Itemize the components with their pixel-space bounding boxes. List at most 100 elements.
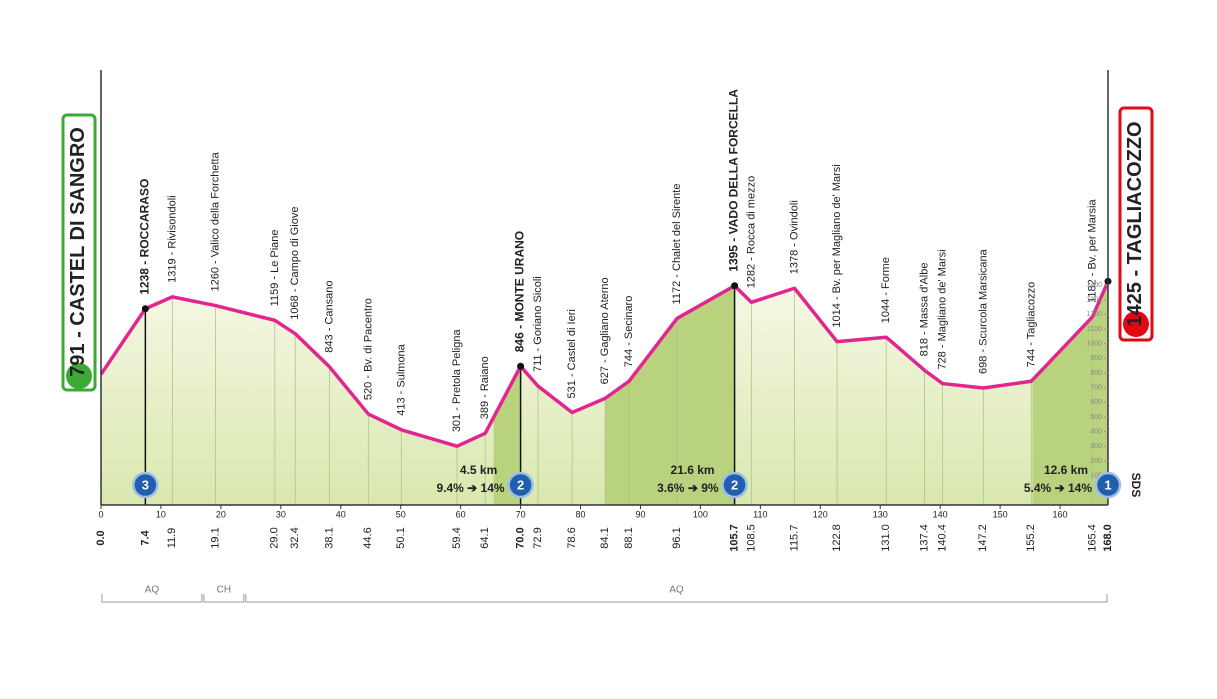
- km-label: 96.1: [671, 527, 683, 548]
- climb-avg-grade: 3.6%: [657, 481, 685, 495]
- waypoint-label: 744 - Tagliacozzo: [1025, 282, 1037, 367]
- waypoint-name: ROCCARASO: [138, 179, 152, 258]
- waypoint-name: Raiano: [479, 356, 491, 391]
- km-label: 59.4: [451, 527, 463, 548]
- waypoint-altitude: 1182: [1086, 279, 1098, 303]
- waypoint-altitude: 413: [395, 397, 407, 415]
- region-label: AQ: [669, 585, 684, 596]
- profile-fill: [101, 281, 1108, 505]
- waypoint-label: 711 - Goriano Sicoli: [532, 276, 544, 372]
- km-label: 44.6: [362, 527, 374, 548]
- waypoint-altitude: 1395: [727, 245, 741, 272]
- y-tick-label: 1400: [1086, 282, 1102, 289]
- climb-max-grade: 9%: [701, 481, 719, 495]
- start-name: CASTEL DI SANGRO: [67, 127, 89, 326]
- waypoint-name: Bv. per Magliano de' Marsi: [831, 164, 843, 293]
- x-tick-label: 100: [693, 509, 708, 519]
- climb-marker: [132, 471, 159, 499]
- km-label: 115.7: [788, 525, 800, 552]
- km-label: 50.1: [395, 527, 407, 548]
- y-tick-label: 1100: [1087, 326, 1102, 333]
- climb-shade: [1032, 281, 1108, 505]
- waypoint-label: 744 - Secinaro: [623, 296, 635, 368]
- y-tick-label: 800: [1090, 370, 1102, 377]
- x-tick-label: 90: [635, 509, 645, 519]
- waypoint-altitude: 744: [623, 349, 635, 367]
- waypoint-name: Secinaro: [623, 296, 635, 339]
- climb-shade: [493, 366, 521, 505]
- waypoint-label: 1378 - Ovindoli: [788, 200, 800, 274]
- waypoint-label: 301 - Pretola Peligna: [451, 329, 463, 433]
- km-label: 29.0: [269, 527, 281, 548]
- waypoint-altitude: 728: [936, 351, 948, 369]
- km-label: 131.0: [880, 524, 892, 552]
- waypoint-name: Tagliacozzo: [1025, 282, 1037, 339]
- waypoint-altitude: 1260: [209, 267, 221, 291]
- y-tick-label: 200: [1090, 458, 1102, 465]
- summit-dot: [517, 362, 525, 370]
- climb-max-grade: 14%: [1068, 481, 1092, 495]
- waypoint-label: 698 - Scurcola Marsicana: [977, 248, 989, 374]
- waypoint-name: MONTE URANO: [513, 231, 527, 322]
- waypoint-name: Le Piane: [269, 229, 281, 272]
- waypoint-altitude: 744: [1025, 349, 1037, 367]
- climb-avg-grade: 5.4%: [1024, 481, 1052, 495]
- km-label: 137.4: [918, 524, 930, 552]
- x-tick-label: 60: [456, 509, 466, 519]
- waypoint-altitude: 1238: [138, 268, 152, 295]
- y-tick-label: 300: [1090, 443, 1102, 450]
- x-tick-label: 50: [396, 509, 406, 519]
- x-tick-label: 160: [1053, 509, 1068, 519]
- region-bracket: [245, 594, 1108, 603]
- km-label: 19.1: [209, 527, 221, 548]
- x-tick-label: 120: [813, 509, 828, 519]
- summit-dot: [731, 282, 739, 290]
- waypoint-label: 843 - Cansano: [323, 281, 335, 353]
- climb-length: 4.5 km: [460, 463, 497, 477]
- start-label: 791 - CASTEL DI SANGRO: [67, 127, 89, 377]
- y-tick-label: 100: [1090, 473, 1102, 480]
- waypoint-name: Valico della Forchetta: [209, 151, 221, 257]
- km-label: 70.0: [514, 527, 526, 548]
- waypoint-name: Sulmona: [395, 343, 407, 387]
- region-label: CH: [217, 585, 231, 596]
- climb-marker: [1094, 471, 1122, 499]
- waypoint-name: Castel di Ieri: [566, 309, 578, 370]
- start-altitude: 791: [67, 343, 89, 376]
- km-label: 108.5: [745, 524, 757, 552]
- km-label: 72.9: [532, 527, 544, 548]
- waypoint-label: 520 - Bv. di Pacentro: [362, 298, 374, 400]
- x-tick-label: 130: [873, 509, 888, 519]
- start-icon: [66, 363, 92, 389]
- waypoint-altitude: 698: [977, 356, 989, 374]
- km-label: 122.8: [831, 524, 843, 552]
- y-tick-label: 500: [1090, 414, 1102, 421]
- climb-category: 2: [731, 477, 738, 492]
- climb-grade: 9.4% ➔ 14%: [436, 481, 504, 495]
- y-tick-label: 600: [1090, 399, 1102, 406]
- waypoint-name: Gagliano Aterno: [599, 277, 611, 356]
- km-label: 84.1: [599, 527, 611, 548]
- waypoint-altitude: 818: [918, 338, 930, 356]
- y-tick-label: 900: [1090, 355, 1102, 362]
- waypoint-label: 818 - Massa d'Albe: [918, 263, 930, 357]
- waypoint-altitude: 389: [479, 401, 491, 419]
- x-tick-label: 150: [993, 509, 1008, 519]
- waypoint-name: Magliano de' Marsi: [936, 249, 948, 341]
- waypoint-label: 627 - Gagliano Aterno: [599, 277, 611, 384]
- km-label: 32.4: [289, 527, 301, 548]
- km-label: 0.0: [95, 530, 107, 545]
- waypoint-label: 1282 - Rocca di mezzo: [745, 176, 757, 289]
- x-tick-label: 80: [576, 509, 586, 519]
- waypoint-label: 1260 - Valico della Forchetta: [209, 151, 221, 291]
- y-tick-label: 1200: [1086, 311, 1102, 318]
- climb-marker: [721, 471, 748, 499]
- summit-dot: [141, 305, 149, 313]
- waypoint-label: 1068 - Campo di Giove: [289, 207, 301, 320]
- waypoint-altitude: 1172: [671, 281, 683, 305]
- km-label: 155.2: [1025, 524, 1037, 552]
- finish-box: [1118, 106, 1154, 342]
- climb-category: 1: [1104, 477, 1111, 492]
- waypoint-name: VADO DELLA FORCELLA: [727, 89, 741, 235]
